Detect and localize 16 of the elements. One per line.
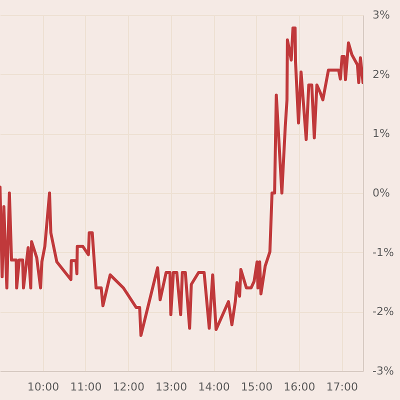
- y-tick-label: -2%: [372, 305, 394, 318]
- y-tick-label: 2%: [372, 68, 390, 81]
- x-tick-label: 16:00: [284, 380, 316, 394]
- y-tick-label: -1%: [372, 246, 394, 259]
- x-tick-label: 12:00: [112, 380, 144, 394]
- y-tick-label: 1%: [372, 127, 390, 140]
- x-tick-label: 13:00: [155, 380, 188, 394]
- x-tick-label: 10:00: [27, 380, 60, 394]
- y-tick-label: 3%: [372, 8, 390, 22]
- x-tick-label: 11:00: [70, 380, 102, 394]
- x-tick-label: 17:00: [326, 380, 358, 394]
- x-tick-label: 15:00: [240, 380, 273, 394]
- x-tick-label: 14:00: [198, 380, 230, 394]
- y-tick-label: -3%: [372, 364, 394, 378]
- y-tick-label: 0%: [372, 186, 390, 200]
- line-series: [0, 26, 363, 337]
